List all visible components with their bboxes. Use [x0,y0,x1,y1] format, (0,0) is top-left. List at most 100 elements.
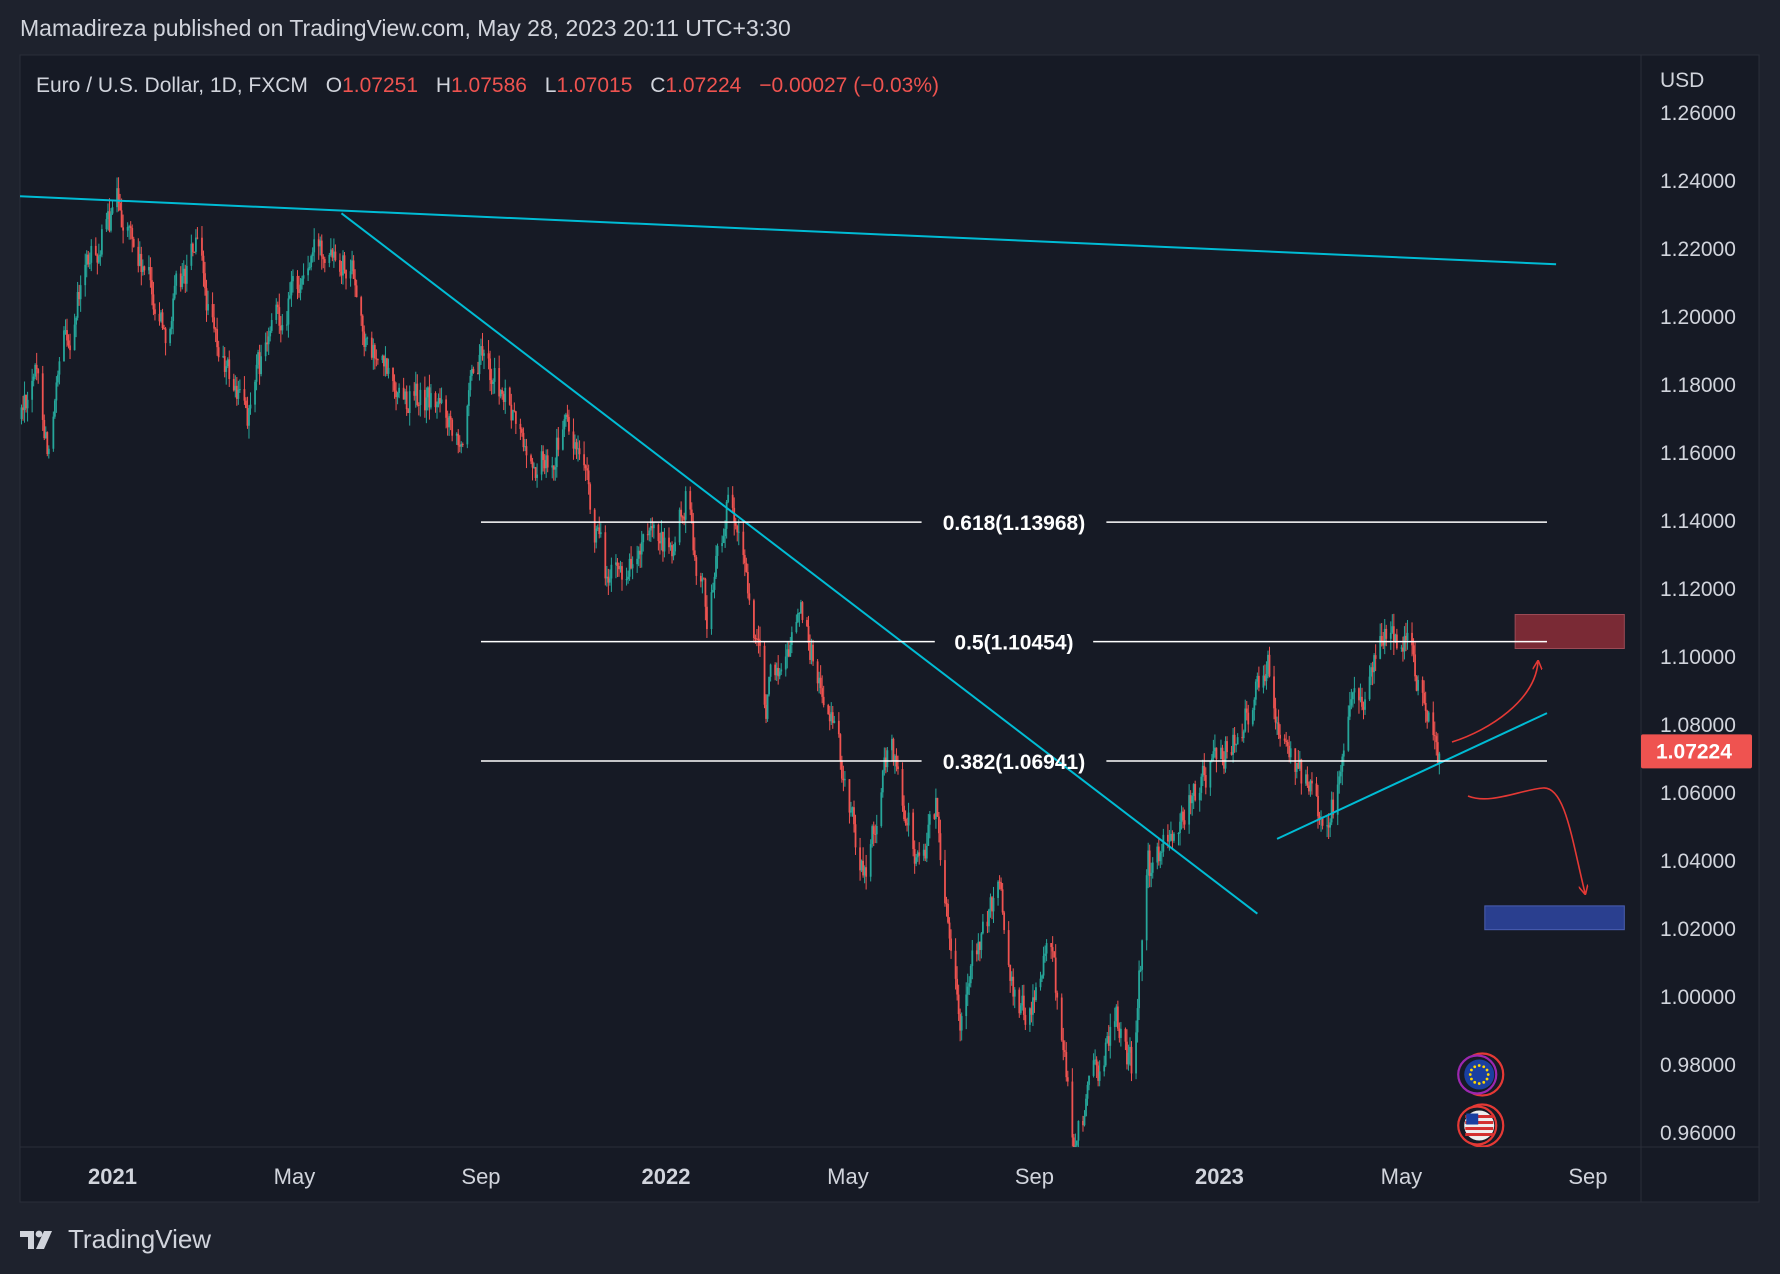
eu-star [1468,1073,1472,1076]
candle-body [141,266,144,272]
candle-body [1329,822,1332,828]
candle-body [774,664,777,676]
candle-body [510,404,513,421]
candle-body [731,494,734,508]
candle-body [319,240,322,247]
candle-body [839,734,842,761]
candle-body [387,367,390,374]
candle-body [393,381,396,391]
candle-body [110,213,112,231]
candle-body [555,437,558,468]
candle-body [583,454,585,466]
candle-body [332,251,335,258]
candle-body [552,465,555,470]
candle-body [1265,673,1268,682]
candle-body [725,501,728,529]
candle-body [812,644,814,662]
candle-body [1200,776,1203,793]
price-tick-label: 1.24000 [1660,170,1736,193]
candle-body [1209,761,1212,788]
candle-body [343,255,346,270]
candle-body [859,847,861,871]
candle-body [1232,734,1234,755]
candle-body [151,280,153,295]
candle-body [598,527,601,535]
candle-body [1288,745,1291,758]
tradingview-logo[interactable]: TradingView [20,1224,211,1255]
chart-frame [19,54,1760,1203]
eu-star [1477,1082,1481,1085]
candle-body [568,416,570,432]
candle-body [933,814,936,819]
candle-body [37,369,40,374]
candle-body [944,860,946,904]
bearish-scenario-arrow [1467,787,1585,893]
candle-body [354,278,357,286]
candle-body [1060,997,1063,1041]
candle-body [154,309,156,314]
candle-body [1098,1071,1101,1081]
candle-body [138,253,141,266]
candle-body [63,330,65,362]
candle-body [545,455,548,469]
candle-body [302,275,305,279]
candle-body [627,576,629,580]
candle-body [651,526,654,529]
time-axis[interactable]: 2021 May Sep 2022 May Sep 2023 May Sep [88,1164,1607,1189]
candle-body [542,451,545,461]
candle-body [191,243,194,252]
price-axis[interactable]: 1.26000 1.24000 1.22000 1.20000 1.18000 1.160… [1660,102,1736,1145]
candle-body [648,530,651,536]
candle-body [525,446,528,456]
candle-body [105,219,108,230]
candle-body [223,356,226,372]
candle-body [710,592,713,630]
candle-body [1438,753,1441,763]
candle-body [828,714,831,722]
candle-body [1285,740,1288,743]
candle-body [980,933,983,950]
candle-body [790,632,793,646]
candle-body [1268,654,1271,677]
candle-body [457,433,460,446]
candle-body [372,345,375,358]
candle-body [511,410,514,421]
candle-body [1044,953,1046,956]
candle-body [22,407,24,411]
candle-body [1400,647,1403,649]
candle-body [1188,795,1191,825]
candle-body [329,249,332,256]
candle-body [205,288,208,311]
candle-body [806,619,808,627]
candle-body [610,564,613,579]
candle-body [907,812,910,826]
candle-body [226,359,229,367]
candle-body [1435,736,1438,743]
eu-star [1482,1065,1486,1069]
candle-body [631,564,634,569]
candle-body [938,816,940,834]
candle-body [1019,1005,1022,1014]
time-tick-label: 2021 [88,1164,137,1189]
candle-body [1236,737,1239,745]
candle-body [1382,641,1385,646]
candle-body [1010,976,1013,981]
candle-body [768,676,770,695]
candle-body [248,408,250,426]
candle-body [172,298,175,322]
candle-body [339,260,341,272]
candle-body [107,211,109,220]
candle-body [1042,955,1045,976]
candle-body [427,387,429,398]
candle-body [1254,681,1257,700]
candle-body [1118,1028,1121,1038]
candle-body [524,446,526,448]
candle-body [945,903,948,905]
price-tick-label: 0.98000 [1660,1054,1736,1077]
candle-body [267,336,270,345]
candle-body [572,431,575,449]
candle-body [395,390,397,398]
price-tick-label: 1.08000 [1660,714,1736,737]
candle-body [173,285,176,299]
